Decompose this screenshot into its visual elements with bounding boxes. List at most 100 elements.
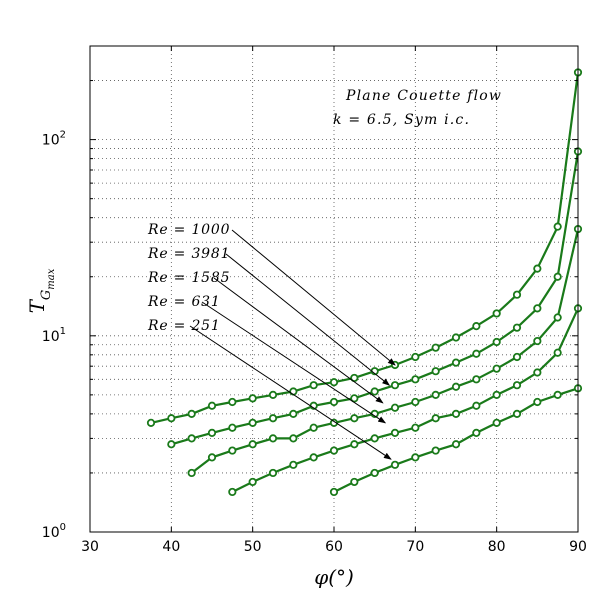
data-point bbox=[390, 460, 400, 469]
data-point bbox=[248, 418, 257, 427]
data-point bbox=[268, 390, 278, 399]
data-point bbox=[431, 390, 440, 399]
data-point bbox=[533, 397, 542, 407]
data-point bbox=[411, 397, 420, 407]
data-point bbox=[228, 487, 237, 497]
data-point bbox=[350, 440, 359, 449]
data-point bbox=[329, 378, 339, 387]
data-point bbox=[350, 373, 359, 383]
data-point bbox=[350, 477, 359, 487]
data-point bbox=[390, 428, 400, 437]
data-point bbox=[411, 352, 420, 362]
y-axis-label-main: T bbox=[25, 298, 49, 313]
re-label-arrow bbox=[231, 229, 396, 366]
data-point bbox=[207, 428, 217, 437]
data-point bbox=[512, 381, 522, 390]
series-group bbox=[167, 147, 583, 449]
annotation-line-2: k = 6.5, Sym i.c. bbox=[333, 112, 470, 128]
data-point bbox=[187, 434, 196, 443]
data-point bbox=[248, 394, 257, 403]
annotation-line-1: Plane Couette flow bbox=[345, 88, 502, 104]
data-point bbox=[472, 401, 481, 410]
data-point bbox=[492, 390, 501, 399]
data-point bbox=[553, 222, 562, 231]
data-point bbox=[390, 403, 400, 412]
data-point bbox=[289, 460, 298, 469]
data-point bbox=[268, 414, 278, 423]
x-tick-label: 60 bbox=[325, 539, 343, 555]
x-tick-label: 30 bbox=[81, 539, 99, 555]
x-tick-label: 80 bbox=[488, 539, 506, 555]
re-label-arrow bbox=[213, 277, 384, 404]
data-point bbox=[207, 453, 217, 462]
y-axis-label-subscript: G bbox=[39, 290, 54, 300]
plot-frame bbox=[89, 45, 579, 533]
y-tick-exponent: 2 bbox=[60, 130, 66, 141]
data-point bbox=[472, 349, 481, 358]
data-point bbox=[370, 434, 379, 443]
x-tick-label: 50 bbox=[244, 539, 262, 555]
data-point bbox=[228, 423, 237, 432]
grid bbox=[90, 45, 578, 532]
data-point bbox=[329, 418, 339, 427]
re-label-arrow bbox=[225, 253, 391, 386]
y-tick-exponent: 1 bbox=[60, 326, 66, 337]
data-point bbox=[533, 264, 542, 273]
data-point bbox=[390, 381, 400, 390]
data-point bbox=[512, 290, 522, 299]
data-point bbox=[268, 468, 278, 478]
data-point bbox=[512, 409, 522, 418]
data-point bbox=[533, 304, 542, 313]
data-point bbox=[451, 358, 461, 367]
data-point bbox=[512, 352, 522, 362]
data-point bbox=[350, 414, 359, 423]
data-point bbox=[492, 337, 501, 347]
series-group bbox=[329, 384, 583, 497]
data-point bbox=[146, 418, 156, 427]
re-label: Re = 1000 bbox=[147, 222, 230, 238]
data-point bbox=[533, 336, 542, 346]
data-point bbox=[411, 375, 420, 384]
data-point bbox=[187, 468, 196, 478]
data-point bbox=[248, 477, 257, 487]
y-tick-label: 102 bbox=[42, 130, 66, 149]
data-point bbox=[472, 428, 481, 437]
x-tick-label: 70 bbox=[406, 539, 424, 555]
data-point bbox=[451, 440, 461, 449]
data-point bbox=[431, 367, 440, 376]
x-tick-label: 90 bbox=[569, 539, 587, 555]
data-point bbox=[553, 272, 562, 281]
annotation-arrows: Re = 1000 Re = 3981 Re = 1585 Re = 631 Re = … bbox=[147, 222, 396, 460]
data-point bbox=[451, 333, 461, 342]
data-point bbox=[289, 409, 298, 418]
data-point bbox=[431, 343, 440, 352]
data-point bbox=[431, 414, 440, 423]
series-line bbox=[150, 72, 580, 424]
data-point bbox=[329, 397, 339, 407]
data-point bbox=[431, 446, 440, 455]
data-point bbox=[289, 434, 298, 443]
y-tick-label: 100 bbox=[42, 522, 66, 541]
re-label: Re = 251 bbox=[147, 318, 221, 334]
data-point bbox=[268, 434, 278, 443]
data-point bbox=[309, 381, 318, 390]
re-label-arrow bbox=[201, 301, 387, 424]
data-point bbox=[492, 364, 501, 373]
re-label: Re = 631 bbox=[147, 294, 221, 310]
data-point bbox=[167, 414, 176, 423]
y-tick-label: 101 bbox=[42, 326, 66, 345]
x-axis-label: φ(°) bbox=[314, 565, 354, 589]
data-point bbox=[370, 387, 379, 396]
x-axis-label-text: φ(°) bbox=[314, 565, 354, 589]
data-point bbox=[451, 382, 461, 391]
data-point bbox=[329, 446, 339, 455]
data-point bbox=[472, 375, 481, 384]
data-point bbox=[492, 309, 501, 318]
data-point bbox=[553, 390, 562, 399]
data-point bbox=[248, 440, 257, 449]
data-point bbox=[228, 446, 237, 455]
data-point bbox=[472, 322, 481, 331]
re-label: Re = 1585 bbox=[147, 270, 230, 286]
